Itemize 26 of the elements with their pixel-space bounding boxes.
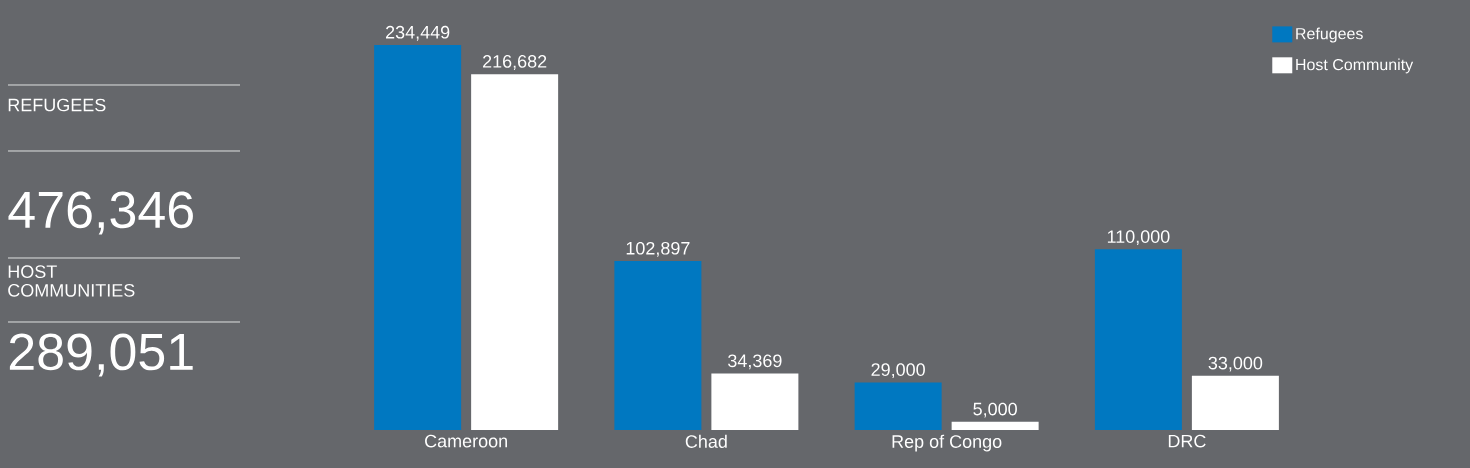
bar xyxy=(614,261,702,430)
x-tick-label: Cameroon xyxy=(425,434,507,448)
text: 476,346 xyxy=(8,191,193,235)
text: HOST COMMUNITIES xyxy=(8,265,135,297)
text: 289,051 xyxy=(9,333,193,377)
bar xyxy=(711,373,799,430)
data-label: 29,000 xyxy=(871,363,925,379)
text: REFUGEES xyxy=(8,98,106,112)
bar xyxy=(374,45,462,430)
bar xyxy=(854,382,942,430)
bar xyxy=(471,74,559,430)
data-label: 5,000 xyxy=(973,402,1017,418)
data-label: 33,000 xyxy=(1208,356,1263,372)
bar xyxy=(951,421,1039,430)
x-tick-label: Rep of Congo xyxy=(892,434,1002,452)
bar xyxy=(1191,375,1279,430)
legend-label: Host Community xyxy=(1296,58,1414,74)
data-label: 110,000 xyxy=(1107,230,1170,246)
bar xyxy=(1094,249,1182,430)
data-label: 234,449 xyxy=(386,25,450,41)
data-label: 102,897 xyxy=(626,241,690,257)
legend-label: Refugees xyxy=(1296,27,1363,43)
x-tick-label: DRC xyxy=(1168,434,1206,448)
data-label: 216,682 xyxy=(483,55,547,70)
data-label: 34,369 xyxy=(728,354,782,370)
x-tick-label: Chad xyxy=(685,434,727,448)
